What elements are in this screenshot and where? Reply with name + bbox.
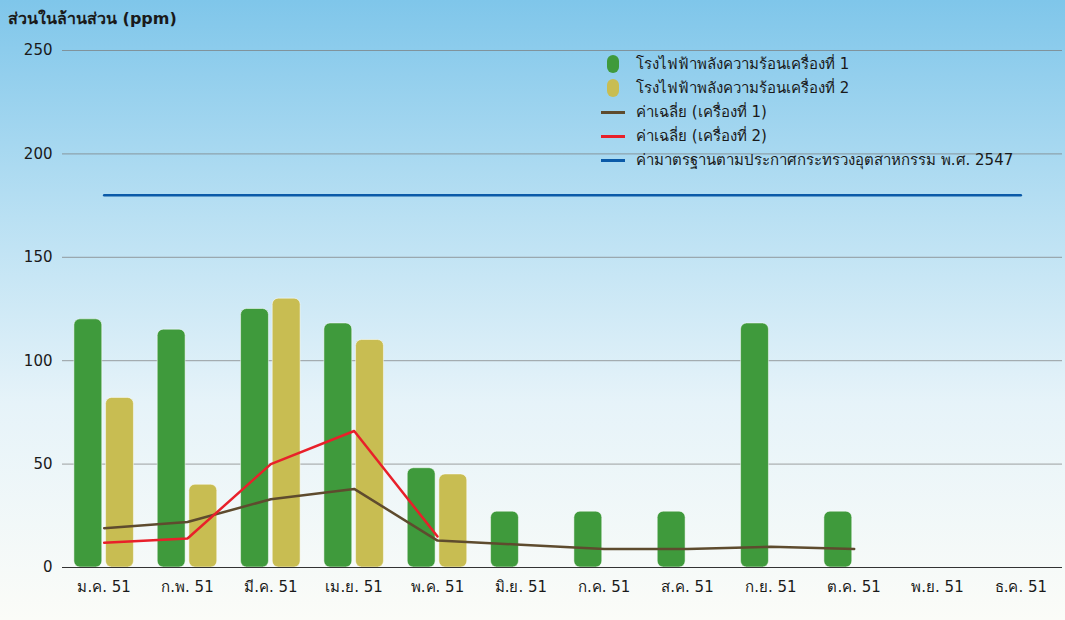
svg-text:พ.ย. 51: พ.ย. 51 — [911, 578, 963, 596]
html-text:ค่าเฉลี่ย (เครื่องที่ 1): ค่าเฉลี่ย (เครื่องที่ 1) — [636, 103, 767, 121]
svg-text:ก.ค. 51: ก.ค. 51 — [578, 578, 630, 596]
svg-text:มี.ค. 51: มี.ค. 51 — [244, 578, 297, 596]
html-text:ค่าเฉลี่ย (เครื่องที่ 2): ค่าเฉลี่ย (เครื่องที่ 2) — [636, 127, 767, 145]
svg-text:250: 250 — [24, 41, 53, 59]
svg-text:150: 150 — [24, 248, 53, 266]
html-text:ค่ามาตรฐานตามประกาศกระทรวงอุตส: ค่ามาตรฐานตามประกาศกระทรวงอุตสาหกรรม พ.ศ… — [636, 151, 1014, 169]
svg-text:ธ.ค. 51: ธ.ค. 51 — [995, 578, 1047, 596]
svg-text:ก.พ. 51: ก.พ. 51 — [161, 578, 213, 596]
svg-text:50: 50 — [33, 455, 52, 473]
svg-text:200: 200 — [24, 145, 53, 163]
html-text:โรงไฟฟ้าพลังความร้อนเครื่องที่: โรงไฟฟ้าพลังความร้อนเครื่องที่ 1 — [636, 55, 850, 73]
svg-text:ต.ค. 51: ต.ค. 51 — [827, 578, 880, 596]
svg-text:ม.ค. 51: ม.ค. 51 — [77, 578, 130, 596]
html-text:ส่วนในล้านส่วน (ppm): ส่วนในล้านส่วน (ppm) — [8, 9, 177, 28]
html-text:โรงไฟฟ้าพลังความร้อนเครื่องที่: โรงไฟฟ้าพลังความร้อนเครื่องที่ 2 — [636, 79, 850, 97]
svg-text:พ.ค. 51: พ.ค. 51 — [411, 578, 464, 596]
svg-text:0: 0 — [43, 558, 53, 576]
svg-text:มิ.ย. 51: มิ.ย. 51 — [495, 578, 547, 596]
svg-text:เม.ย. 51: เม.ย. 51 — [325, 578, 382, 596]
svg-text:ก.ย. 51: ก.ย. 51 — [745, 578, 796, 596]
svg-text:ส.ค. 51: ส.ค. 51 — [661, 578, 713, 596]
svg-text:100: 100 — [24, 352, 53, 370]
